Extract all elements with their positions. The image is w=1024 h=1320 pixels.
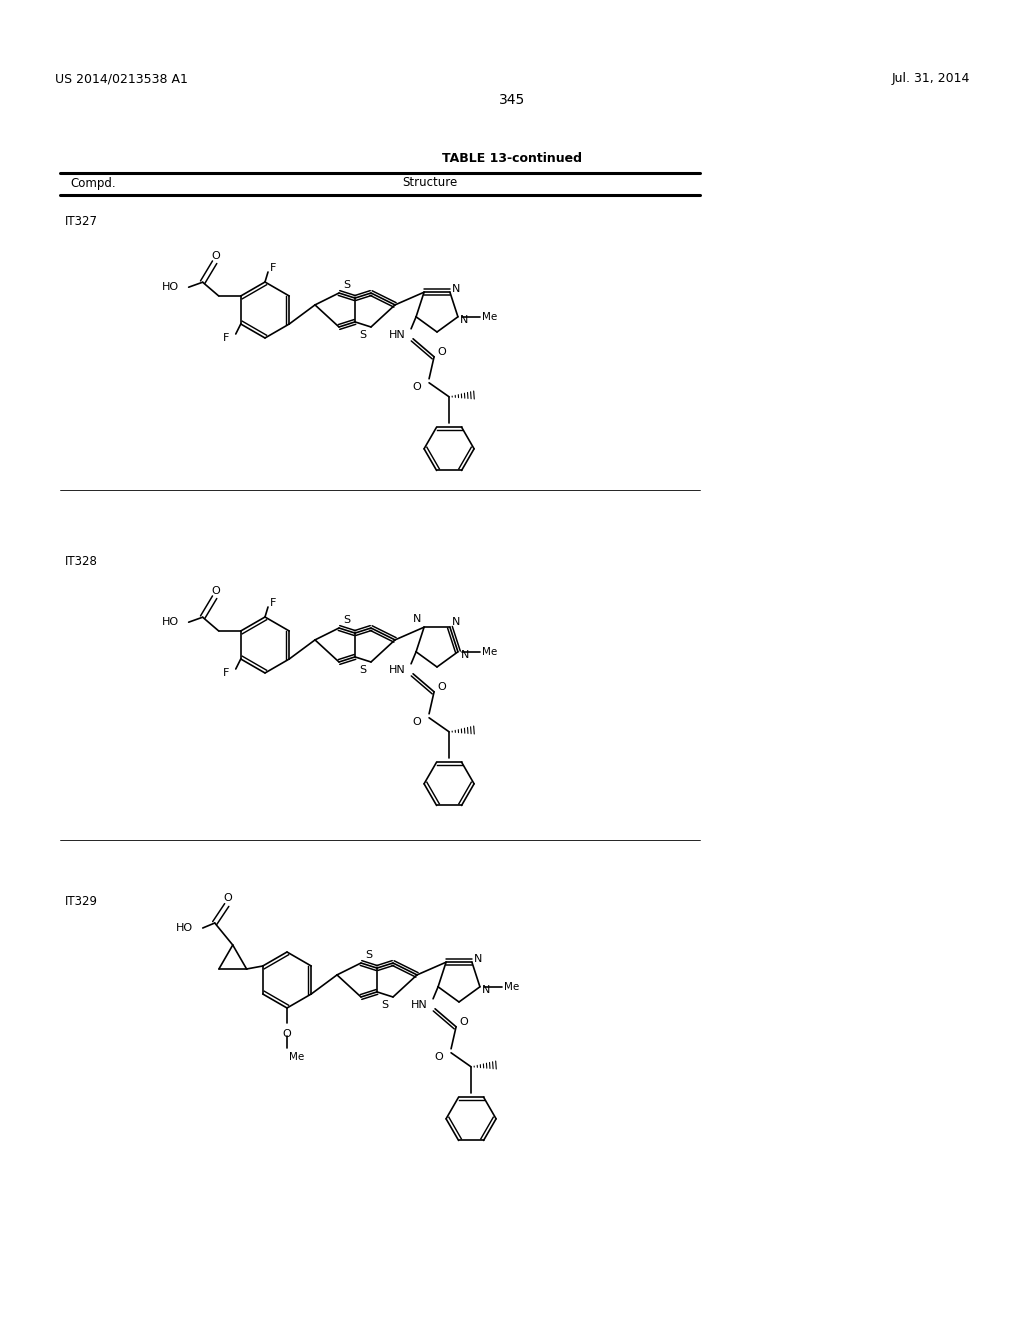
Text: HN: HN [389, 330, 407, 339]
Text: HN: HN [389, 665, 407, 675]
Text: S: S [343, 615, 350, 624]
Text: S: S [359, 330, 367, 341]
Text: Jul. 31, 2014: Jul. 31, 2014 [892, 73, 970, 84]
Text: F: F [270, 598, 276, 609]
Text: F: F [223, 333, 229, 343]
Text: O: O [223, 894, 232, 903]
Text: S: S [381, 1001, 388, 1010]
Text: N: N [413, 614, 421, 624]
Text: HO: HO [162, 618, 178, 627]
Text: Me: Me [504, 982, 519, 991]
Text: S: S [343, 280, 350, 289]
Text: F: F [223, 668, 229, 678]
Text: IT329: IT329 [65, 895, 98, 908]
Text: F: F [270, 263, 276, 273]
Text: O: O [413, 381, 421, 392]
Text: Me: Me [482, 647, 498, 657]
Text: Compd.: Compd. [70, 177, 116, 190]
Text: O: O [211, 251, 220, 261]
Text: Me: Me [289, 1052, 304, 1063]
Text: HO: HO [176, 923, 193, 933]
Text: Me: Me [482, 312, 498, 322]
Text: O: O [283, 1030, 292, 1039]
Text: Structure: Structure [402, 177, 458, 190]
Text: N: N [452, 618, 461, 627]
Text: O: O [437, 347, 445, 356]
Text: N: N [482, 985, 490, 995]
Text: 345: 345 [499, 92, 525, 107]
Text: O: O [434, 1052, 443, 1061]
Text: O: O [437, 682, 445, 692]
Text: S: S [366, 949, 373, 960]
Text: N: N [461, 649, 469, 660]
Text: HN: HN [412, 999, 428, 1010]
Text: O: O [413, 717, 421, 727]
Text: US 2014/0213538 A1: US 2014/0213538 A1 [55, 73, 187, 84]
Text: N: N [452, 284, 461, 294]
Text: N: N [474, 954, 482, 964]
Text: S: S [359, 665, 367, 676]
Text: HO: HO [162, 282, 178, 292]
Text: IT328: IT328 [65, 554, 98, 568]
Text: TABLE 13-continued: TABLE 13-continued [442, 152, 582, 165]
Text: N: N [460, 314, 468, 325]
Text: O: O [211, 586, 220, 597]
Text: IT327: IT327 [65, 215, 98, 228]
Text: O: O [459, 1016, 468, 1027]
